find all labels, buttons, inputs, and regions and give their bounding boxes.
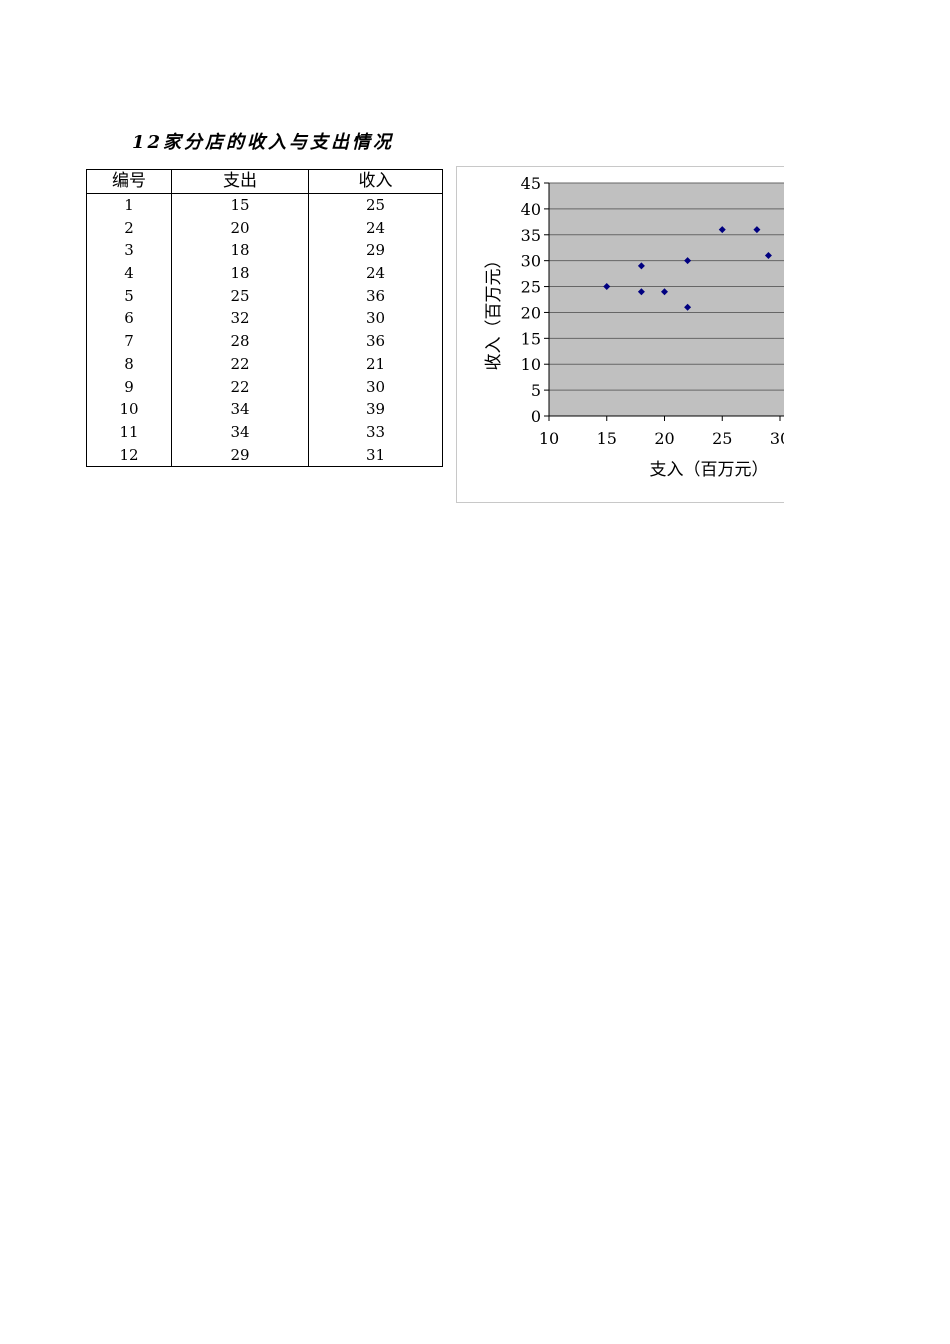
data-table: 编号 支出 收入 1 15 25 2 20 24 3 18 29 4 18 24 5 25 36 6 32 30 7… [86, 169, 443, 467]
y-tick-label: 45 [521, 174, 541, 193]
cell-expense: 34 [171, 420, 309, 444]
cell-expense: 25 [171, 284, 309, 308]
cell-income: 21 [308, 352, 443, 376]
cell-expense: 18 [171, 261, 309, 285]
cell-id: 10 [86, 397, 172, 421]
cell-income: 30 [308, 307, 443, 330]
cell-id: 2 [86, 216, 172, 240]
cell-expense: 18 [171, 239, 309, 262]
data-point [661, 288, 668, 296]
cell-id: 12 [86, 443, 172, 467]
data-point [753, 226, 761, 234]
table-row: 6 32 30 [86, 307, 443, 330]
cell-expense: 32 [171, 307, 309, 330]
cell-income: 25 [308, 193, 443, 217]
cell-expense: 20 [171, 216, 309, 240]
data-point [637, 288, 645, 296]
data-point [603, 283, 611, 291]
table-header-row: 编号 支出 收入 [86, 169, 443, 194]
table-row: 5 25 36 [86, 284, 443, 308]
x-tick-label: 25 [712, 429, 732, 448]
cell-id: 7 [86, 329, 172, 353]
table-row: 3 18 29 [86, 239, 443, 262]
cell-income: 31 [308, 443, 443, 467]
cell-income: 36 [308, 329, 443, 353]
data-point [684, 257, 692, 265]
table-row: 10 34 39 [86, 397, 443, 421]
y-tick-label: 35 [521, 226, 541, 245]
table-row: 9 22 30 [86, 375, 443, 398]
y-tick-label: 30 [521, 252, 541, 271]
table-row: 2 20 24 [86, 216, 443, 240]
y-tick-label: 5 [531, 381, 541, 400]
table-row: 12 29 31 [86, 443, 443, 467]
header-income: 收入 [308, 169, 443, 194]
cell-income: 39 [308, 397, 443, 421]
cell-expense: 22 [171, 375, 309, 398]
cell-expense: 29 [171, 443, 309, 467]
data-point [718, 226, 726, 234]
y-tick-label: 20 [521, 303, 541, 322]
table-row: 7 28 36 [86, 329, 443, 353]
y-tick-label: 15 [521, 329, 541, 348]
cell-income: 24 [308, 216, 443, 240]
plot-area [548, 182, 784, 417]
table-title: 12家分店的收入与支出情况 [132, 132, 395, 153]
data-point [637, 262, 645, 270]
cell-id: 3 [86, 239, 172, 262]
cell-expense: 34 [171, 397, 309, 421]
data-point [764, 251, 772, 259]
cell-id: 1 [86, 193, 172, 217]
y-axis-label: 收入（百万元） [484, 252, 504, 371]
cell-income: 30 [308, 375, 443, 398]
cell-id: 6 [86, 307, 172, 330]
table-row: 8 22 21 [86, 352, 443, 376]
cell-expense: 15 [171, 193, 309, 217]
x-tick-label: 20 [654, 429, 674, 448]
cell-income: 36 [308, 284, 443, 308]
cell-income: 24 [308, 261, 443, 285]
cell-expense: 22 [171, 352, 309, 376]
y-tick-label: 10 [521, 355, 541, 374]
x-axis-label: 支入（百万元） [650, 460, 769, 480]
x-tick-label: 30 [770, 429, 784, 448]
scatter-chart: 0 5 10 15 20 25 30 35 40 45 10 15 20 25 30 支入（百万元） 收入（百万… [456, 166, 784, 503]
cell-id: 8 [86, 352, 172, 376]
header-expense: 支出 [171, 169, 309, 194]
y-tick-label: 40 [521, 200, 541, 219]
table-row: 4 18 24 [86, 261, 443, 285]
cell-id: 4 [86, 261, 172, 285]
cell-expense: 28 [171, 329, 309, 353]
table-row: 11 34 33 [86, 420, 443, 444]
table-row: 1 15 25 [86, 193, 443, 217]
x-tick-label: 10 [539, 429, 559, 448]
cell-income: 33 [308, 420, 443, 444]
cell-id: 9 [86, 375, 172, 398]
header-id: 编号 [86, 169, 172, 194]
cell-id: 11 [86, 420, 172, 444]
y-tick-label: 25 [521, 278, 541, 297]
y-tick-label: 0 [531, 407, 541, 426]
data-point [684, 303, 692, 311]
cell-id: 5 [86, 284, 172, 308]
chart-frame [456, 166, 784, 503]
cell-income: 29 [308, 239, 443, 262]
x-tick-label: 15 [597, 429, 617, 448]
